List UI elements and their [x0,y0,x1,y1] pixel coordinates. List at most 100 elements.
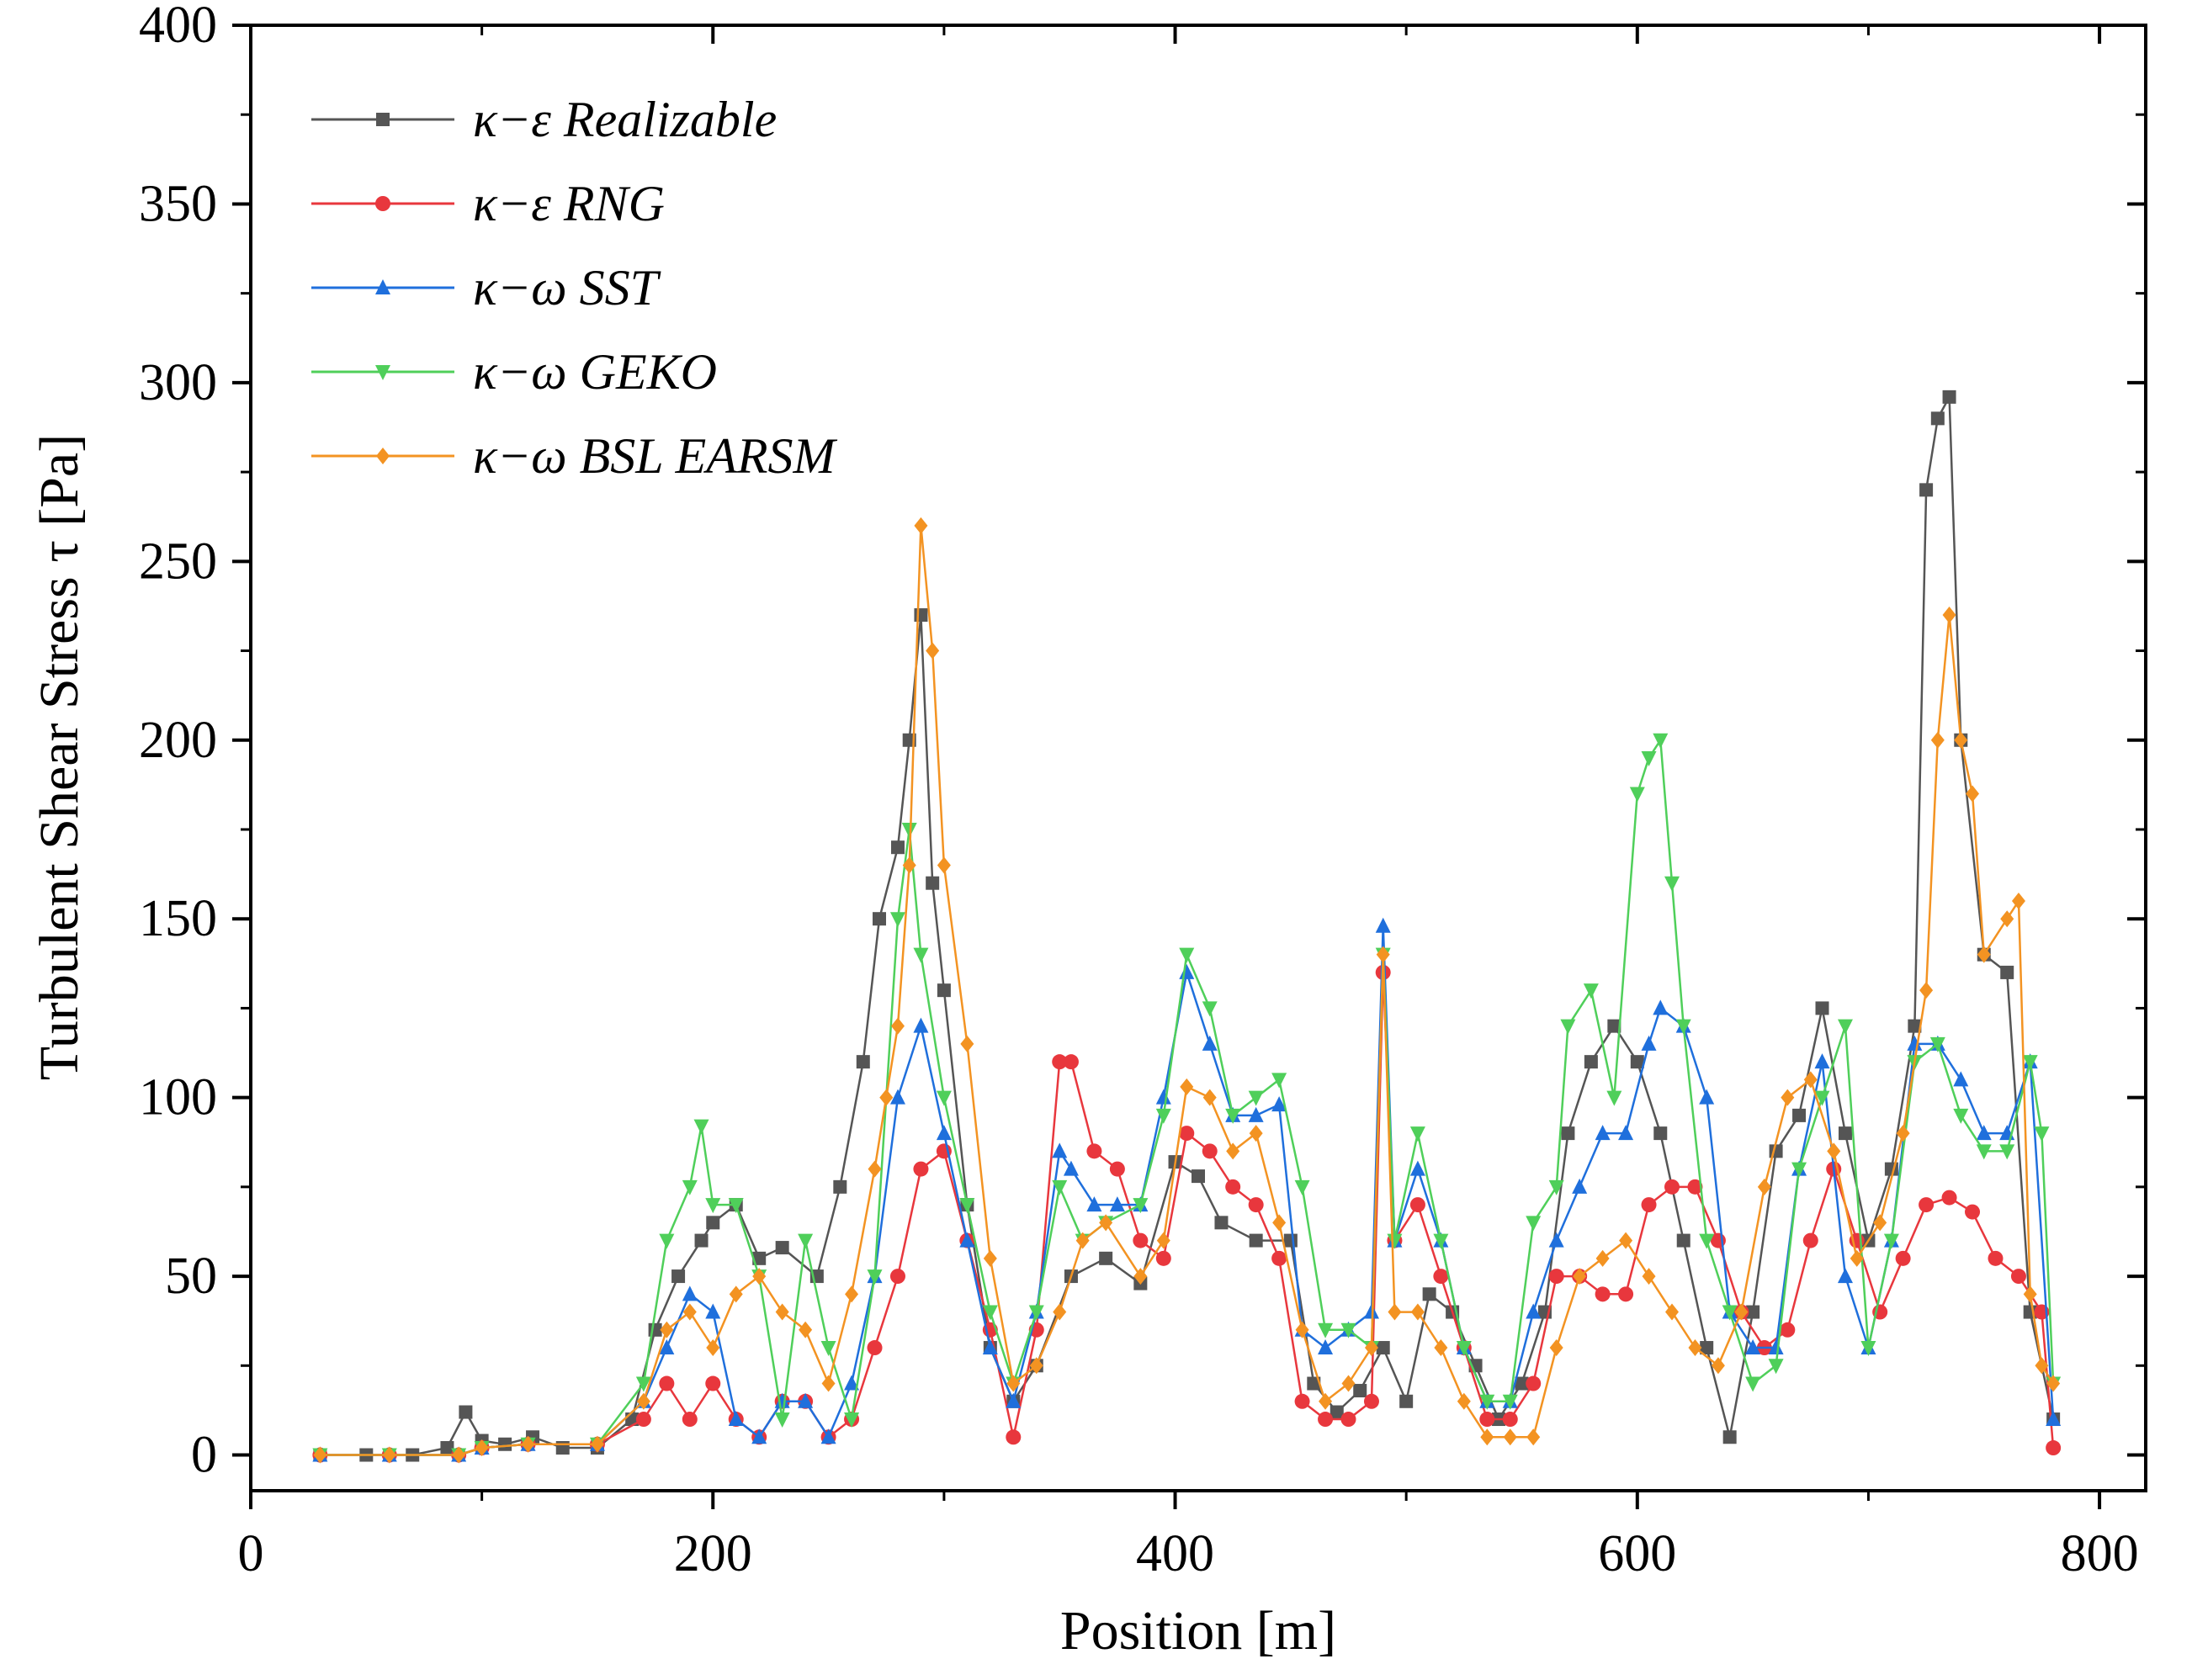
data-point [890,1017,905,1035]
data-point [635,1376,651,1392]
series-line [320,739,2055,1456]
data-point [590,1435,604,1453]
data-point [1827,1142,1841,1160]
data-point [798,1392,814,1408]
data-point [1226,1142,1240,1160]
legend-item: κ−ε RNG [311,176,665,231]
data-point [1976,1144,1992,1160]
data-point [1294,1179,1310,1195]
data-point [982,1339,998,1355]
y-axis-title: Turbulent Shear Stress τ [Pa] [29,434,90,1080]
data-point [936,1125,952,1141]
x-axis-title: Position [m] [1060,1600,1336,1661]
x-tick-label: 200 [674,1525,752,1582]
data-point [1214,1216,1229,1230]
legend-label: κ−ω SST [473,260,661,315]
data-point [2022,1055,2038,1071]
data-point [1675,1019,1691,1035]
data-point [926,642,940,660]
data-point [1179,947,1195,963]
data-point [1896,1125,1910,1142]
data-point [1641,751,1657,766]
data-point [799,1321,813,1338]
data-point [982,1305,998,1321]
data-point [1768,1359,1784,1375]
data-point [1192,1169,1205,1184]
data-point [705,1303,721,1319]
data-point [868,1160,882,1178]
data-point [1976,1125,1992,1141]
data-point [555,1441,570,1455]
data-point [659,1375,675,1391]
y-tick-label: 100 [139,1069,217,1126]
data-point [856,1055,870,1069]
data-point [889,912,905,928]
data-point [1664,1179,1680,1195]
data-point [1780,1322,1796,1338]
data-point [706,1216,720,1230]
data-point [901,822,917,838]
data-point [752,1251,767,1265]
data-point [1942,607,1956,624]
data-point [1248,1197,1264,1213]
legend-item: κ−ω SST [311,260,661,315]
data-point [1364,1339,1378,1357]
data-point [1560,1019,1576,1035]
data-point [1619,1232,1633,1249]
data-point [913,947,929,963]
data-point [1434,1339,1448,1357]
data-point [960,1035,974,1052]
data-point [1676,1233,1690,1248]
data-point [475,1439,489,1457]
data-point [452,1446,466,1464]
data-point [889,1269,905,1285]
y-tick-label: 250 [139,533,217,590]
data-point [1919,1197,1935,1213]
data-point [1561,1126,1575,1141]
data-point [1271,1250,1287,1266]
data-point [1595,1125,1611,1141]
data-point [2000,910,2014,928]
data-point [1052,1179,1068,1195]
data-point [2046,1375,2061,1392]
data-point [1954,731,1968,749]
data-point [937,983,951,998]
data-point [1606,1090,1622,1106]
y-tick-label: 0 [191,1427,217,1484]
data-point [1630,1055,1644,1069]
data-point [1410,1303,1425,1321]
data-point [1815,1001,1829,1015]
data-point [1746,1305,1760,1319]
legend-swatch-marker [375,365,390,380]
data-point [983,1249,997,1267]
y-tick-label: 300 [139,354,217,411]
data-point [682,1285,698,1301]
data-point [1837,1268,1853,1284]
data-point [1249,1125,1263,1142]
data-point [1838,1126,1852,1141]
data-point [959,1232,975,1248]
data-point [1249,1233,1263,1248]
data-point [2023,1285,2037,1303]
legend: κ−ε Realizable κ−ε RNG κ−ω SST κ−ω GEKO κ−ω … [311,92,838,484]
data-point [1700,1341,1714,1355]
data-point [1814,1090,1830,1106]
series-line [320,524,2055,1456]
data-point [1526,1375,1542,1391]
data-point [705,1375,721,1391]
legend-swatch-marker [376,448,390,464]
data-point [1457,1392,1471,1410]
data-point [1607,1019,1621,1033]
data-point [2000,965,2014,979]
data-point [1942,390,1956,404]
data-point [1294,1393,1310,1409]
data-point [1433,1269,1449,1285]
data-point [1988,1250,2004,1266]
data-point [1837,1019,1853,1035]
data-point [833,1179,847,1194]
data-point [821,1375,836,1392]
data-point [1919,483,1934,497]
data-point [1479,1394,1495,1410]
legend-item: κ−ω GEKO [311,344,717,400]
